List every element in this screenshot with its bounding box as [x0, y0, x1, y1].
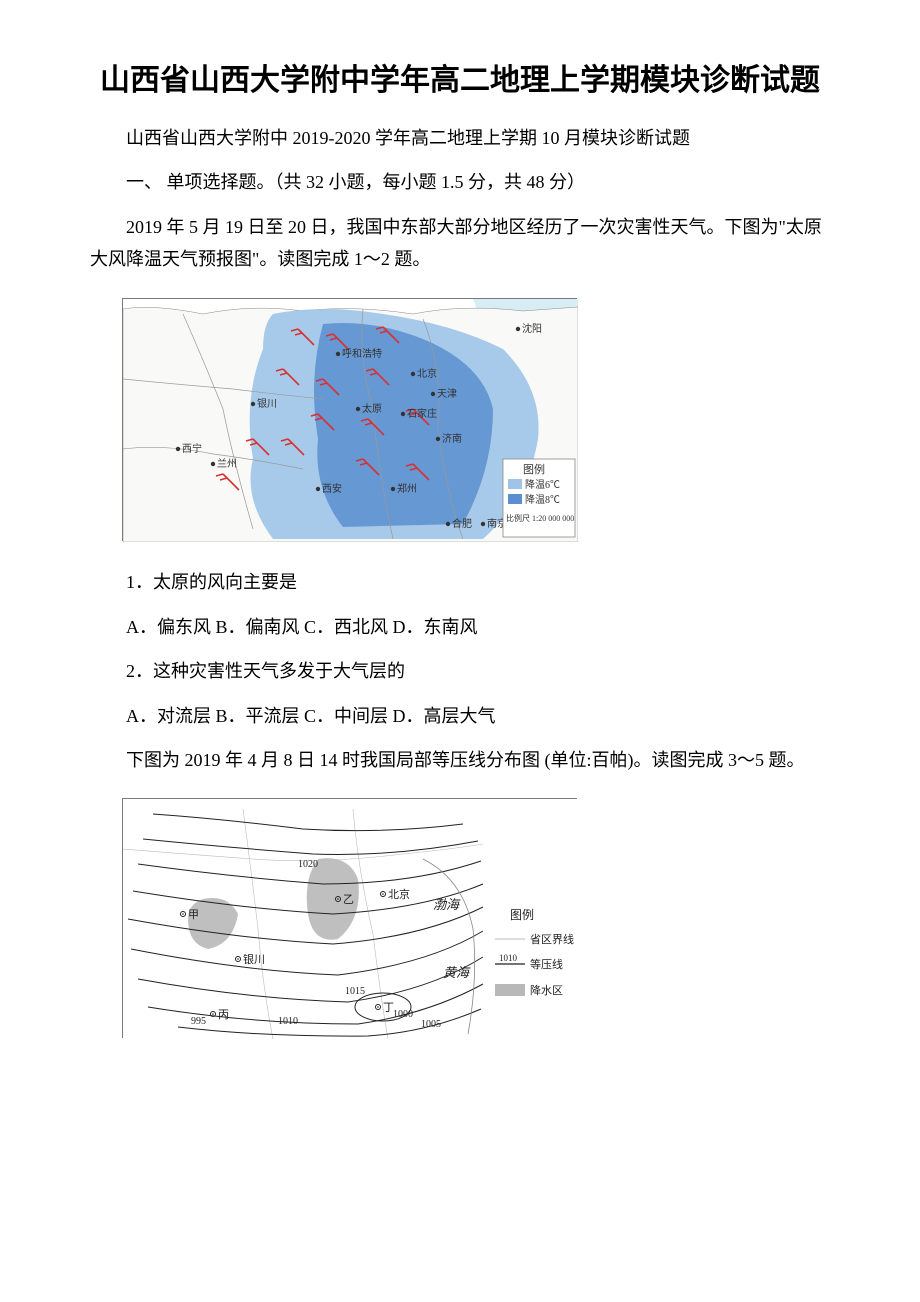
svg-text:1020: 1020 [298, 859, 318, 870]
svg-text:图例: 图例 [523, 462, 545, 476]
svg-text:995: 995 [191, 1016, 206, 1027]
svg-text:合肥: 合肥 [452, 517, 472, 530]
svg-text:北京: 北京 [417, 367, 437, 380]
svg-text:银川: 银川 [257, 397, 277, 410]
section-heading: 一、 单项选择题。（共 32 小题，每小题 1.5 分，共 48 分） [90, 166, 830, 198]
svg-text:省区界线: 省区界线 [530, 932, 574, 946]
svg-text:1015: 1015 [345, 986, 365, 997]
svg-text:沈阳: 沈阳 [522, 322, 542, 335]
svg-text:1000: 1000 [393, 1009, 413, 1020]
svg-text:石家庄: 石家庄 [407, 407, 437, 420]
weather-map-1: 呼和浩特沈阳北京天津太原石家庄济南银川西宁兰州西安郑州合肥南京图例降温6℃降温8… [122, 298, 577, 541]
svg-text:等压线: 等压线 [530, 957, 563, 971]
question-1-options: A．偏东风 B．偏南风 C．西北风 D．东南风 [90, 611, 830, 643]
svg-text:比例尺 1:20 000 000: 比例尺 1:20 000 000 [506, 513, 574, 523]
question-1: 1．太原的风向主要是 [90, 566, 830, 598]
svg-text:西宁: 西宁 [182, 442, 202, 455]
passage-2: 下图为 2019 年 4 月 8 日 14 时我国局部等压线分布图 (单位:百帕… [90, 744, 830, 776]
svg-text:丙: 丙 [218, 1009, 229, 1021]
intro-text: 山西省山西大学附中 2019-2020 学年高二地理上学期 10 月模块诊断试题 [90, 122, 830, 154]
svg-text:济南: 济南 [442, 432, 462, 445]
svg-text:丁: 丁 [383, 1002, 394, 1014]
isobar-map-2: 渤海黄海 1020 1015 1010 1000 1005 995 甲 乙 北京银川丙 丁 图例省区界… [122, 798, 577, 1038]
svg-text:1010: 1010 [278, 1016, 298, 1027]
svg-text:渤海: 渤海 [433, 897, 461, 912]
svg-text:天津: 天津 [437, 388, 457, 400]
svg-text:银川: 银川 [243, 952, 265, 966]
svg-text:1010: 1010 [499, 953, 518, 963]
question-2-options: A．对流层 B．平流层 C．中间层 D．高层大气 [90, 700, 830, 732]
svg-text:呼和浩特: 呼和浩特 [342, 348, 382, 360]
question-2: 2．这种灾害性天气多发于大气层的 [90, 655, 830, 687]
svg-text:甲: 甲 [188, 909, 199, 921]
svg-text:太原: 太原 [362, 402, 382, 415]
svg-text:黄海: 黄海 [443, 965, 471, 980]
svg-text:北京: 北京 [388, 887, 410, 901]
svg-text:降温8℃: 降温8℃ [525, 493, 560, 506]
page-title: 山西省山西大学附中学年高二地理上学期模块诊断试题 [90, 60, 830, 102]
svg-text:兰州: 兰州 [217, 457, 237, 470]
svg-text:降水区: 降水区 [530, 983, 563, 997]
svg-text:乙: 乙 [343, 893, 354, 906]
svg-text:西安: 西安 [322, 482, 342, 495]
svg-text:郑州: 郑州 [397, 482, 417, 495]
svg-text:1005: 1005 [421, 1019, 441, 1030]
svg-text:图例: 图例 [510, 908, 534, 922]
passage-1: 2019 年 5 月 19 日至 20 日，我国中东部大部分地区经历了一次灾害性… [90, 211, 830, 276]
svg-text:降温6℃: 降温6℃ [525, 478, 560, 491]
